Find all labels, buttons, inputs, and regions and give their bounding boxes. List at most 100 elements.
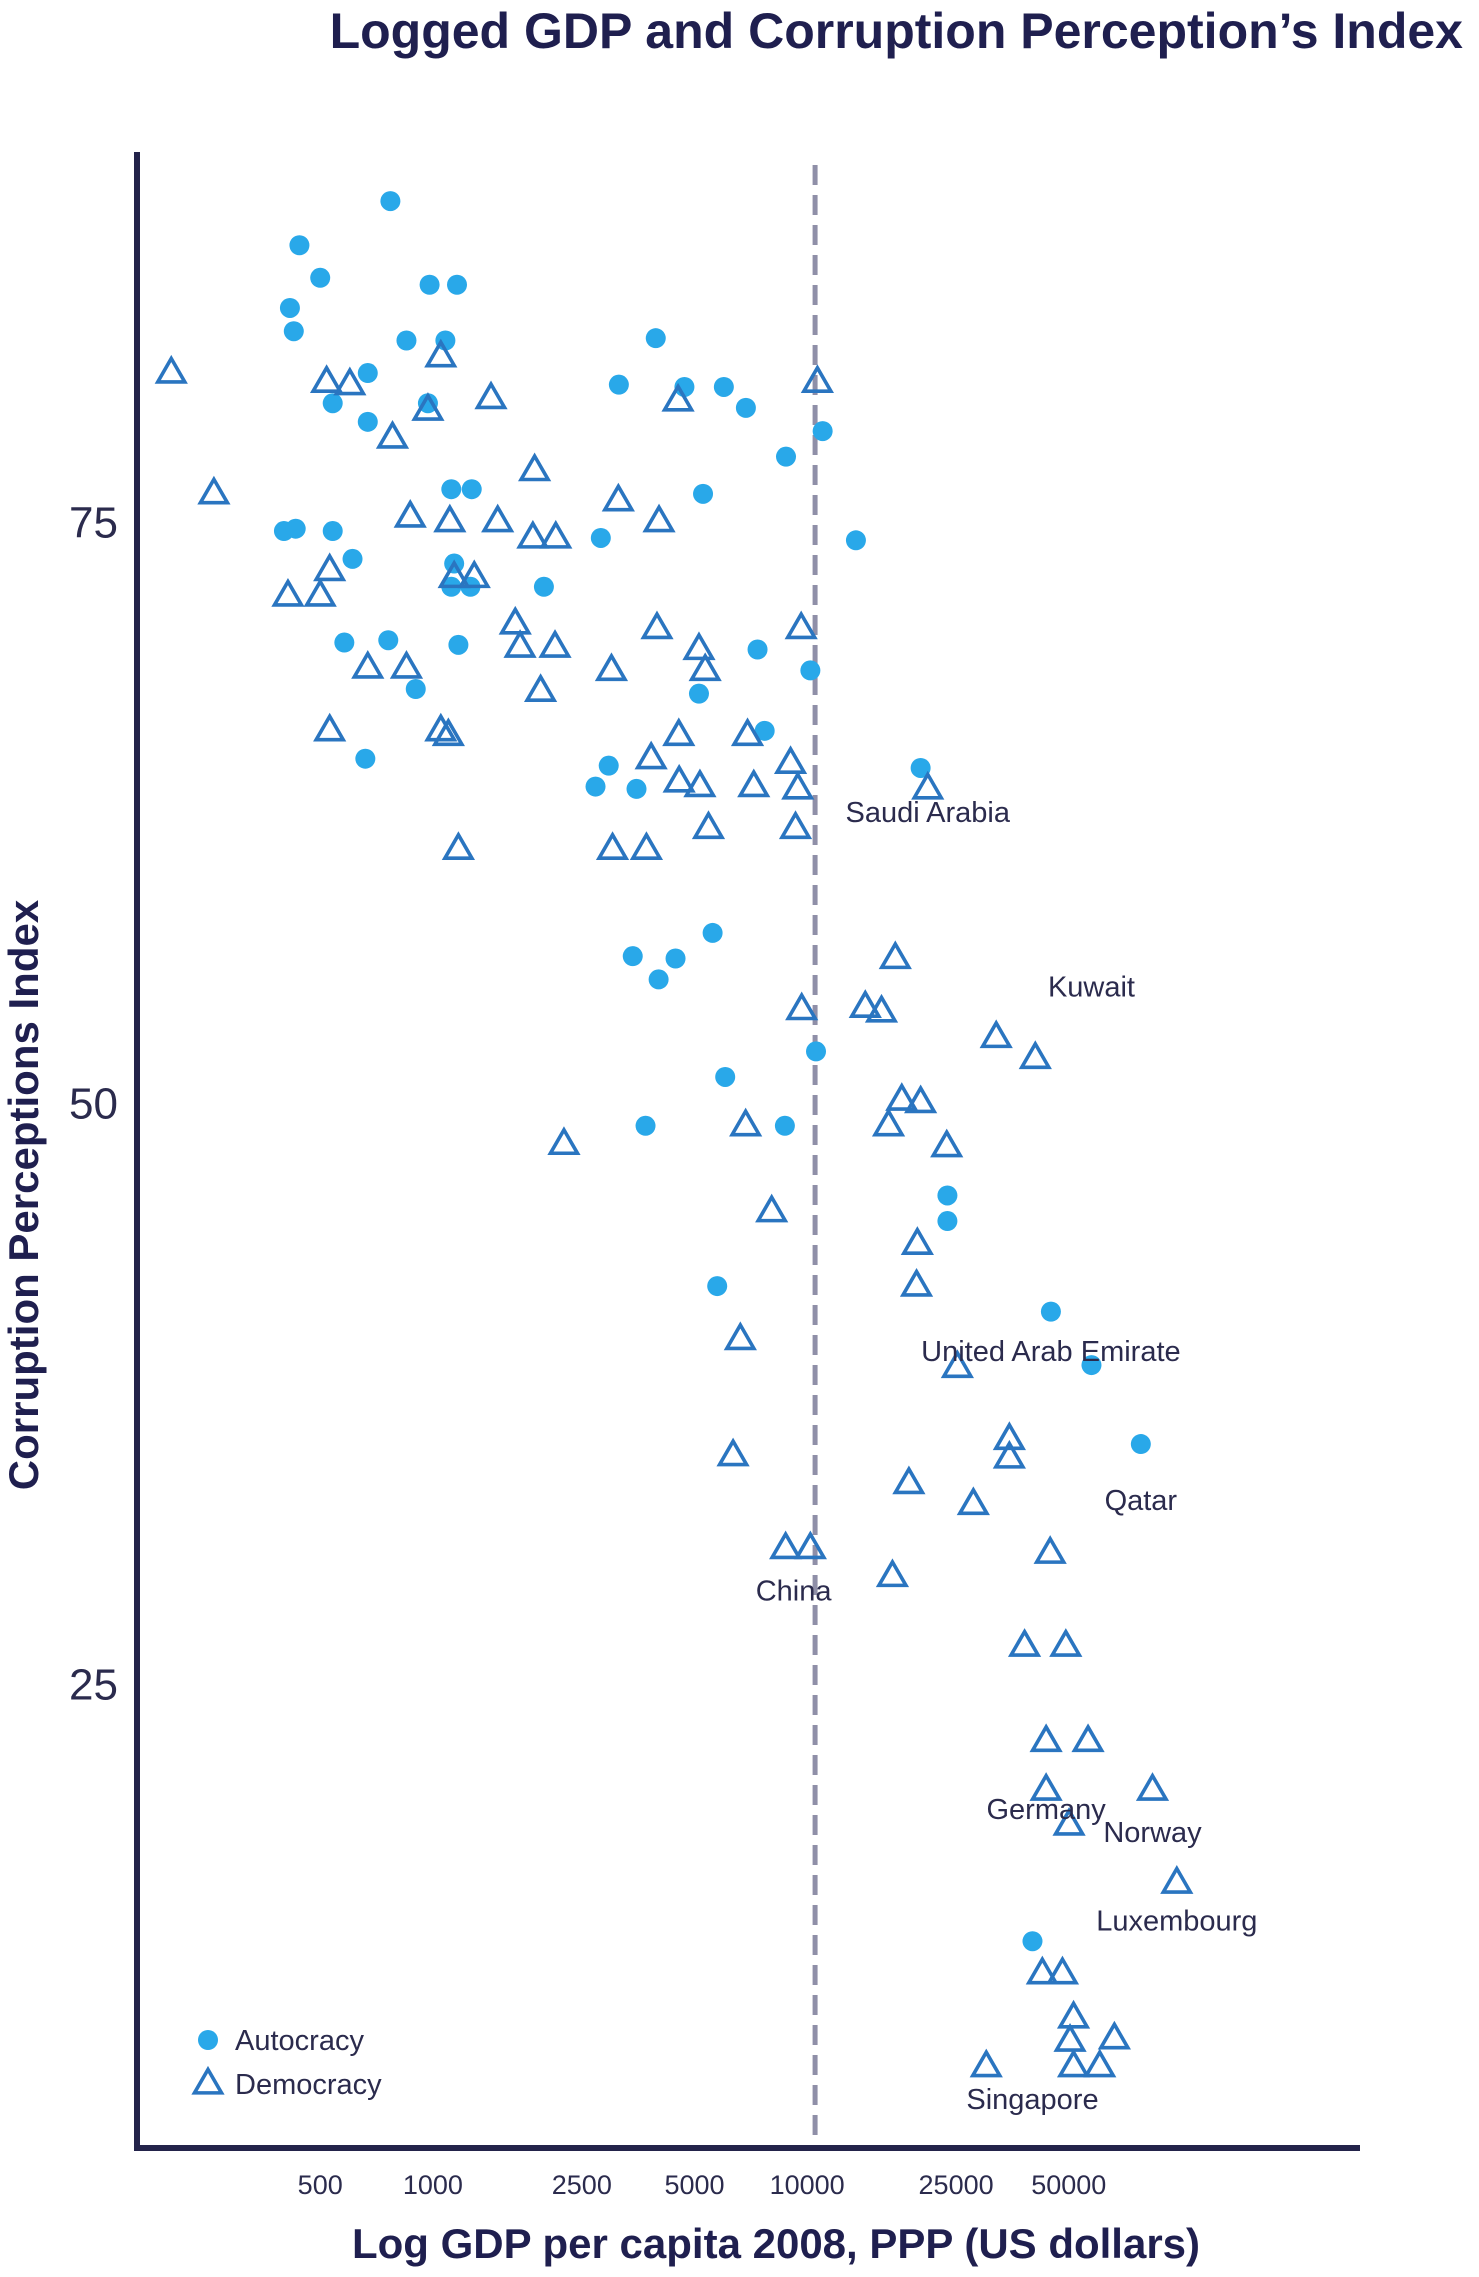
x-tick-label: 5000: [664, 2170, 724, 2200]
autocracy-point: [693, 483, 714, 504]
autocracy-point: [310, 267, 331, 288]
y-tick-label: 25: [69, 1660, 118, 1709]
democracy-point: [979, 1019, 1013, 1049]
annotation-label: Singapore: [966, 2084, 1098, 2116]
y-tick-label: 75: [69, 499, 118, 548]
democracy-point: [691, 810, 726, 840]
autocracy-point: [645, 328, 666, 349]
x-tick-label: 500: [298, 2170, 343, 2200]
democracy-point: [1083, 2048, 1117, 2078]
democracy-point: [313, 552, 347, 582]
democracy-point: [892, 1465, 926, 1495]
democracy-point: [769, 1530, 803, 1560]
democracy-point: [940, 1349, 975, 1379]
democracy-point: [303, 577, 337, 607]
x-tick-label: 1000: [403, 2170, 463, 2200]
democracy-point: [956, 1486, 990, 1516]
x-tick-label: 25000: [919, 2170, 994, 2200]
autocracy-point: [590, 527, 611, 548]
democracy-point: [737, 768, 771, 798]
democracy-point: [393, 498, 427, 528]
autocracy-point: [533, 576, 554, 597]
autocracy-point: [447, 274, 468, 295]
autocracy-point: [322, 393, 343, 414]
x-tick-label: 10000: [770, 2170, 845, 2200]
democracy-point: [871, 1107, 906, 1137]
democracy-point: [313, 712, 347, 742]
democracy-point: [457, 559, 491, 589]
autocracy-point: [598, 755, 619, 776]
democracy-point: [474, 380, 508, 410]
democracy-point: [389, 649, 424, 679]
democracy-point: [1052, 1806, 1086, 1836]
autocracy-point: [419, 274, 440, 295]
democracy-point: [642, 503, 676, 533]
democracy-point: [899, 1267, 934, 1297]
democracy-point: [1045, 1955, 1080, 1985]
democracy-point: [516, 519, 550, 549]
x-tick-label: 2500: [552, 2170, 612, 2200]
autocracy-point: [1022, 1931, 1043, 1952]
democracy-point: [1071, 1723, 1105, 1753]
autocracy-point: [357, 363, 378, 384]
democracy-point: [433, 503, 467, 533]
x-axis-label: Log GDP per capita 2008, PPP (US dollars…: [352, 2220, 1200, 2267]
autocracy-point: [937, 1211, 958, 1232]
autocracy-point: [378, 630, 399, 651]
democracy-point: [1018, 1040, 1052, 1070]
legend-label: Autocracy: [235, 2025, 364, 2057]
autocracy-point: [626, 778, 647, 799]
autocracy-point: [285, 518, 306, 539]
autocracy-point: [800, 660, 821, 681]
democracy-point: [778, 810, 813, 840]
autocracy-point: [774, 1115, 795, 1136]
democracy-point: [661, 382, 695, 412]
democracy-point: [730, 717, 765, 747]
autocracy-point: [665, 948, 686, 969]
democracy-point: [1007, 1628, 1042, 1657]
democracy-point: [781, 770, 815, 800]
democracy-point: [1160, 1865, 1194, 1894]
democracy-point: [309, 364, 344, 394]
annotation-label: Kuwait: [1048, 971, 1135, 1003]
democracy-point: [969, 2048, 1003, 2078]
democracy-point: [1029, 1723, 1063, 1753]
democracy-point: [784, 610, 818, 640]
autocracy-point: [289, 235, 310, 256]
autocracy-point: [747, 639, 768, 660]
plot-area: 25 50 75 500 1000 2500 5000 10000 25000 50000 Saud…: [69, 152, 1360, 2200]
democracy-point: [154, 354, 188, 384]
autocracy-point: [622, 946, 643, 967]
autocracy-point: [405, 678, 426, 699]
autocracy-point: [754, 720, 775, 741]
autocracy-point: [635, 1115, 656, 1136]
autocracy-point: [334, 632, 355, 653]
legend-autocracy-marker: [198, 2030, 218, 2050]
democracy-point: [662, 763, 696, 793]
democracy-point: [640, 610, 674, 640]
autocracy-point: [608, 374, 629, 395]
democracy-point: [992, 1439, 1026, 1469]
autocracy-point: [707, 1276, 728, 1297]
democracy-point: [723, 1321, 757, 1351]
democracy-point: [875, 1558, 910, 1588]
democracy-point: [503, 629, 537, 658]
autocracy-point: [937, 1185, 958, 1206]
democracy-point: [1033, 1535, 1067, 1564]
democracy-point: [992, 1421, 1026, 1451]
democracy-point: [1097, 2020, 1131, 2050]
legend: Autocracy Democracy: [191, 2025, 382, 2101]
democracy-point: [1056, 1999, 1091, 2029]
annotation-label: Saudi Arabia: [846, 797, 1011, 829]
autocracy-point: [648, 969, 669, 990]
democracy-point: [755, 1193, 789, 1223]
democracy-point: [595, 831, 630, 860]
democracy-point: [848, 989, 882, 1018]
chart-title: Logged GDP and Corruption Perception’s I…: [330, 3, 1464, 59]
democracy-point: [773, 745, 808, 775]
democracy-point: [1029, 1772, 1063, 1801]
democracy-point: [930, 1128, 964, 1158]
democracy-point: [793, 1530, 827, 1560]
autocracy-point: [585, 776, 606, 797]
